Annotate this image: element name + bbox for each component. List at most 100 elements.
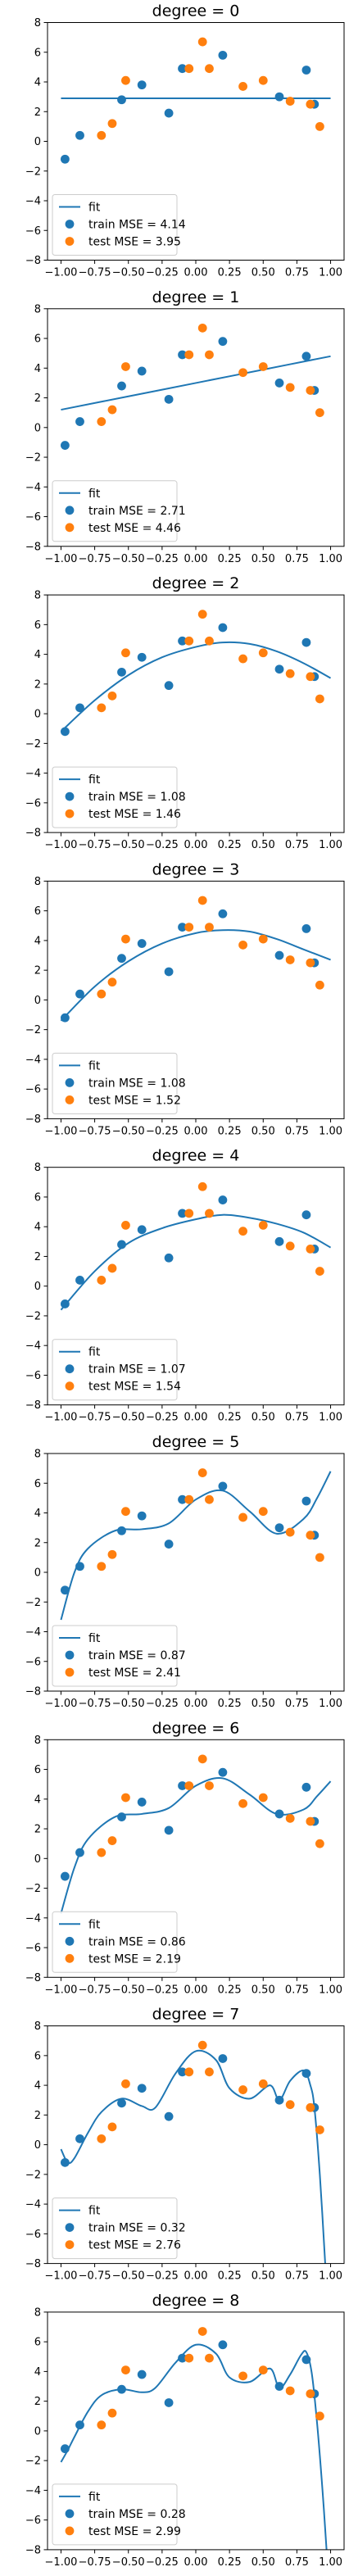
x-tick-label: 0.50 <box>252 1984 275 1996</box>
y-tick-label: 0 <box>34 136 41 148</box>
y-tick-label: −2 <box>25 2169 41 2181</box>
test-point <box>258 648 268 658</box>
legend-label: test MSE = 1.54 <box>88 1381 181 1394</box>
test-point <box>184 64 194 74</box>
legend-marker-swatch <box>65 506 75 515</box>
y-tick-label: −8 <box>25 1972 41 1984</box>
legend-box <box>52 1052 178 1114</box>
y-tick-label: −6 <box>25 225 41 238</box>
test-point <box>258 362 268 371</box>
axes-frame <box>47 1167 345 1406</box>
test-point <box>107 1263 117 1273</box>
test-point <box>205 2353 214 2363</box>
x-tick-label: 0.25 <box>218 553 242 565</box>
test-point <box>107 1549 117 1559</box>
test-point <box>315 694 324 704</box>
legend: fit train MSE = 0.28 test MSE = 2.99 <box>52 2483 186 2546</box>
x-tick-label: 1.00 <box>319 2270 342 2283</box>
y-tick-label: 2 <box>34 678 41 691</box>
legend-marker-swatch <box>65 1095 75 1104</box>
legend: fit train MSE = 2.71 test MSE = 4.46 <box>52 480 186 542</box>
test-point <box>121 1793 130 1803</box>
y-tick-label: 4 <box>34 1508 41 1520</box>
subplot-title: degree = 0 <box>152 2 240 20</box>
test-point <box>107 119 117 129</box>
y-tick-label: 8 <box>34 17 41 29</box>
x-tick-label: 0.75 <box>285 2270 309 2283</box>
test-point <box>205 2067 214 2077</box>
legend: fit train MSE = 4.14 test MSE = 3.95 <box>52 194 186 256</box>
train-point <box>75 2134 84 2143</box>
legend-marker-swatch <box>65 1953 75 1963</box>
x-tick-label: 0.50 <box>252 1412 275 1424</box>
y-tick-label: 4 <box>34 935 41 947</box>
test-point <box>238 2085 247 2094</box>
y-tick-label: 4 <box>34 1222 41 1234</box>
legend-label: fit <box>88 2205 101 2218</box>
test-point <box>258 1793 268 1803</box>
test-point <box>121 1220 130 1230</box>
x-tick-label: 0.00 <box>184 1984 208 1996</box>
test-point <box>258 1220 268 1230</box>
x-tick-label: −1.00 <box>45 2270 78 2283</box>
x-tick-label: −1.00 <box>45 1412 78 1424</box>
legend-box <box>52 480 178 542</box>
y-tick-label: −8 <box>25 1399 41 1412</box>
y-tick-label: 4 <box>34 2080 41 2093</box>
x-tick-label: −0.50 <box>112 1412 145 1424</box>
subplot-degree-7: degree = 7 −1.00 −0.75 −0.50 −0.25 0.00 0.25 0.… <box>25 2006 345 2283</box>
x-tick-label: 0.50 <box>252 1698 275 1710</box>
x-tick-label: −0.75 <box>79 2556 111 2569</box>
x-tick-label: −0.25 <box>146 1125 179 1137</box>
y-tick-label: 2 <box>34 107 41 119</box>
x-tick-label: −1.00 <box>45 839 78 851</box>
train-point <box>164 967 174 977</box>
train-point <box>218 337 228 347</box>
y-tick-label: −6 <box>25 511 41 524</box>
x-tick-label: 0.50 <box>252 1125 275 1137</box>
axes-frame <box>47 22 345 261</box>
train-point <box>75 989 84 999</box>
y-tick-label: −6 <box>25 2229 41 2241</box>
x-tick-label: −0.50 <box>112 1984 145 1996</box>
train-point <box>301 2355 311 2365</box>
x-tick-label: 0.00 <box>184 2556 208 2569</box>
x-tick-label: −0.25 <box>146 553 179 565</box>
train-point <box>137 2370 147 2379</box>
legend-label: test MSE = 2.76 <box>88 2239 181 2252</box>
x-tick-label: 1.00 <box>319 1698 342 1710</box>
train-point <box>60 441 70 450</box>
fit-line <box>60 929 331 1022</box>
train-point <box>117 2384 126 2394</box>
test-point <box>107 1836 117 1845</box>
train-point <box>60 727 70 737</box>
y-tick-label: −6 <box>25 1943 41 1955</box>
test-point <box>184 1494 194 1504</box>
train-point <box>60 1299 70 1308</box>
train-point <box>117 381 126 391</box>
train-point <box>274 2095 284 2105</box>
x-tick-label: 0.00 <box>184 2270 208 2283</box>
y-tick-label: 8 <box>34 1449 41 1461</box>
test-point <box>315 1839 324 1848</box>
train-point <box>137 652 147 662</box>
subplot-degree-6: degree = 6 −1.00 −0.75 −0.50 −0.25 0.00 0.25 0.… <box>25 1719 345 1996</box>
x-tick-label: 0.25 <box>218 1412 242 1424</box>
train-point <box>164 1253 174 1263</box>
legend-marker-swatch <box>65 1650 75 1660</box>
train-point <box>60 2157 70 2167</box>
legend-box <box>52 1625 178 1687</box>
train-point <box>75 417 84 426</box>
x-tick-label: 0.25 <box>218 1125 242 1137</box>
y-tick-label: −4 <box>25 196 41 208</box>
test-point <box>306 1244 315 1254</box>
test-point <box>197 2327 207 2336</box>
train-point <box>301 924 311 933</box>
test-point <box>306 2102 315 2112</box>
x-tick-label: 1.00 <box>319 1125 342 1137</box>
legend-marker-swatch <box>65 791 75 801</box>
y-tick-label: −2 <box>25 1883 41 1895</box>
subplot-title: degree = 8 <box>152 2292 240 2310</box>
train-point <box>274 664 284 674</box>
x-tick-label: 0.75 <box>285 1698 309 1710</box>
